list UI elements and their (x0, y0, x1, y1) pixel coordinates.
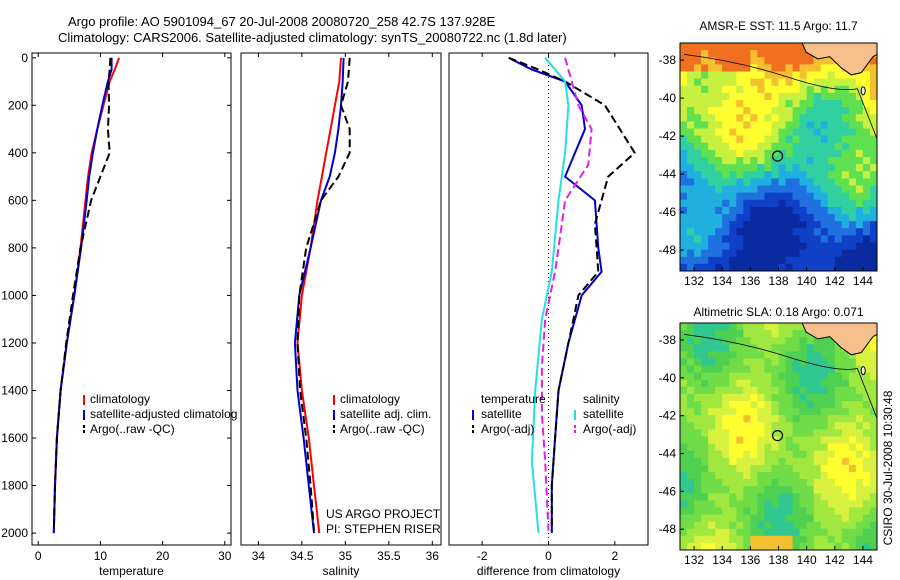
map-field (680, 323, 877, 550)
map-x-tick-label: 134 (712, 274, 732, 288)
map-y-tick-label: -40 (659, 371, 677, 385)
panel-temperature: 0 10 20 30 0 200 400 600 800 1000 1200 1400 1600 1800… (1, 51, 237, 578)
map-y-tick-label: -42 (659, 409, 677, 423)
y-tick-label: 400 (8, 146, 28, 160)
depth-contour (683, 54, 877, 139)
legend-entry: Argo(..raw -QC) (90, 422, 175, 436)
x-tick-label: -2 (477, 549, 488, 563)
island-marker (860, 366, 866, 376)
map-x-tick-label: 136 (740, 553, 760, 567)
y-tick-label: 1000 (1, 288, 28, 302)
panel-salinity: 34 34.5 35 35.5 36 salinity climatologysatelli… (240, 52, 442, 578)
legend-entry: Argo(-adj) (583, 422, 636, 436)
legend-group-header: salinity (583, 392, 620, 406)
map-title: AMSR-E SST: 11.5 Argo: 11.7 (699, 19, 858, 33)
legend-entry: climatology (340, 392, 400, 406)
x-tick-label: 0 (545, 549, 552, 563)
x-tick-label: 34.5 (290, 549, 314, 563)
map-y-tick-label: -38 (659, 333, 677, 347)
map-y-tick-label: -38 (659, 53, 677, 67)
series-line-salinity-1 (293, 57, 345, 534)
depth-contour (683, 333, 877, 419)
x-tick-label: 10 (94, 549, 108, 563)
y-tick-label: 0 (21, 51, 28, 65)
map-y-tick-label: -46 (659, 205, 677, 219)
x-tick-label: 20 (156, 549, 170, 563)
y-tick-label: 200 (8, 98, 28, 112)
map-y-tick-label: -44 (659, 447, 677, 461)
x-tick-label: 2 (611, 549, 618, 563)
map-y-tick-label: -48 (659, 522, 677, 536)
x-tick-label: 34 (252, 549, 266, 563)
x-axis-label: salinity (323, 564, 360, 578)
map-x-tick-label: 132 (684, 274, 704, 288)
x-tick-label: 0 (35, 549, 42, 563)
map-y-tick-label: -40 (659, 91, 677, 105)
x-tick-label: 36 (426, 549, 440, 563)
title-line-2: Climatology: CARS2006. Satellite-adjuste… (58, 30, 567, 45)
series-line-temperature-1 (52, 57, 113, 534)
legend-entry: satellite (583, 407, 624, 421)
map-x-tick-label: 138 (768, 274, 788, 288)
legend-entry: Argo(..raw -QC) (340, 422, 425, 436)
y-tick-label: 1400 (1, 384, 28, 398)
map-x-tick-label: 140 (797, 553, 817, 567)
x-axis-label: temperature (99, 564, 164, 578)
map-x-tick-label: 138 (768, 553, 788, 567)
x-tick-label: 35.5 (377, 549, 401, 563)
map-y-tick-label: -48 (659, 243, 677, 257)
y-tick-label: 2000 (1, 526, 28, 540)
series-line-difference-2 (530, 57, 570, 534)
y-tick-label: 800 (8, 241, 28, 255)
x-axis-label: difference from climatology (477, 564, 620, 578)
panel-frame (240, 52, 442, 546)
series-line-salinity-0 (296, 57, 342, 534)
legend-entry: satellite-adjusted climatolog (90, 407, 237, 421)
y-tick-label: 600 (8, 193, 28, 207)
map-y-tick-label: -46 (659, 484, 677, 498)
map-x-tick-label: 144 (853, 274, 873, 288)
map-x-tick-label: 136 (740, 274, 760, 288)
x-tick-label: 35 (339, 549, 353, 563)
map-x-tick-label: 134 (712, 553, 732, 567)
project-annotation: US ARGO PROJECT (326, 507, 441, 521)
y-tick-label: 1800 (1, 479, 28, 493)
title-line-1: Argo profile: AO 5901094_67 20-Jul-2008 … (68, 14, 496, 29)
map-y-tick-label: -42 (659, 129, 677, 143)
project-annotation: PI: STEPHEN RISER (326, 522, 441, 536)
legend-entry: satellite (481, 407, 522, 421)
credit-stamp: CSIRO 30-Jul-2008 10:30:48 (881, 390, 895, 545)
series-line-salinity-2 (296, 57, 351, 531)
map-x-tick-label: 140 (797, 274, 817, 288)
map-x-tick-label: 144 (853, 553, 873, 567)
legend-entry: climatology (90, 392, 150, 406)
y-tick-label: 1600 (1, 431, 28, 445)
map-sla: Altimetric SLA: 0.18 Argo: 0.071 132 134 13… (659, 305, 878, 567)
map-y-tick-label: -44 (659, 167, 677, 181)
float-position-marker (771, 429, 784, 442)
y-tick-label: 1200 (1, 336, 28, 350)
map-field (680, 43, 877, 271)
legend-entry: satellite adj. clim. (340, 407, 431, 421)
float-position-marker (771, 150, 784, 162)
map-x-tick-label: 142 (825, 553, 845, 567)
series-line-difference-3 (540, 57, 593, 531)
x-tick-label: 30 (218, 549, 232, 563)
map-x-tick-label: 142 (825, 274, 845, 288)
land-mainland (801, 323, 877, 356)
map-sst: AMSR-E SST: 11.5 Argo: 11.7 132 134 136 138 1… (659, 19, 878, 288)
map-title: Altimetric SLA: 0.18 Argo: 0.071 (693, 305, 863, 319)
land-mainland (801, 43, 877, 76)
island-marker (860, 86, 866, 96)
legend-entry: Argo(-adj) (481, 422, 534, 436)
map-x-tick-label: 132 (684, 553, 704, 567)
series-line-temperature-2 (52, 57, 112, 531)
panel-frame (31, 52, 232, 546)
legend-group-header: temperature (481, 392, 546, 406)
